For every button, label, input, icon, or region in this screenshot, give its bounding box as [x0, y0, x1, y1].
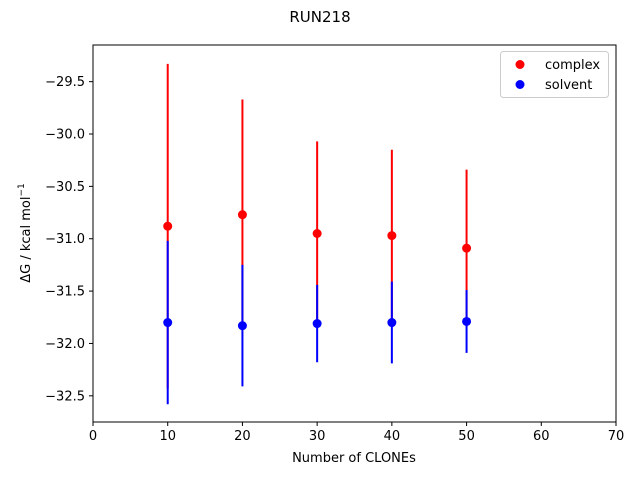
y-tick-label: −31.0 — [45, 232, 85, 247]
legend-marker-complex — [515, 60, 525, 69]
y-axis-label-main: ΔG / kcal mol — [19, 197, 34, 283]
legend-marker-solvent — [515, 80, 525, 89]
legend-label-complex: complex — [545, 58, 600, 73]
y-tick-label: −30.0 — [45, 128, 85, 143]
x-tick-label: 20 — [234, 429, 251, 444]
x-tick-label: 50 — [458, 429, 475, 444]
x-axis-label: Number of CLONEs — [292, 451, 416, 466]
solvent-point — [312, 319, 322, 329]
y-axis-label-superscript: −1 — [17, 183, 27, 196]
x-tick-label: 60 — [533, 429, 550, 444]
legend-box — [500, 51, 609, 98]
plot-frame — [92, 44, 617, 423]
solvent-point — [163, 318, 173, 328]
y-tick-label: −31.5 — [45, 285, 85, 300]
y-tick-label: −30.5 — [45, 180, 85, 195]
x-tick-label: 30 — [309, 429, 326, 444]
legend: complex solvent — [500, 51, 609, 98]
complex-point — [163, 221, 173, 231]
complex-point — [237, 210, 247, 220]
solvent-point — [387, 318, 397, 328]
chart-title: RUN218 — [289, 8, 350, 26]
y-tick-label: −32.0 — [45, 337, 85, 352]
solvent-point — [237, 321, 247, 331]
legend-label-solvent: solvent — [545, 78, 592, 93]
axes-layer: 0 10 20 30 40 50 60 70 −32.5 −32.0 −31.5 −31.0 −30.5… — [45, 44, 625, 444]
y-tick-label: −32.5 — [45, 389, 85, 404]
solvent-point — [462, 316, 472, 326]
x-tick-label: 40 — [384, 429, 401, 444]
x-tick-label: 0 — [89, 429, 97, 444]
series-solvent — [163, 240, 472, 405]
y-axis-label: ΔG / kcal mol−1 — [17, 183, 34, 283]
x-tick-label: 10 — [159, 429, 176, 444]
complex-point — [312, 229, 322, 238]
series-layer — [163, 63, 472, 405]
y-tick-label: −29.5 — [45, 75, 85, 90]
complex-point — [462, 243, 472, 253]
complex-point — [387, 231, 397, 241]
x-tick-label: 70 — [608, 429, 625, 444]
